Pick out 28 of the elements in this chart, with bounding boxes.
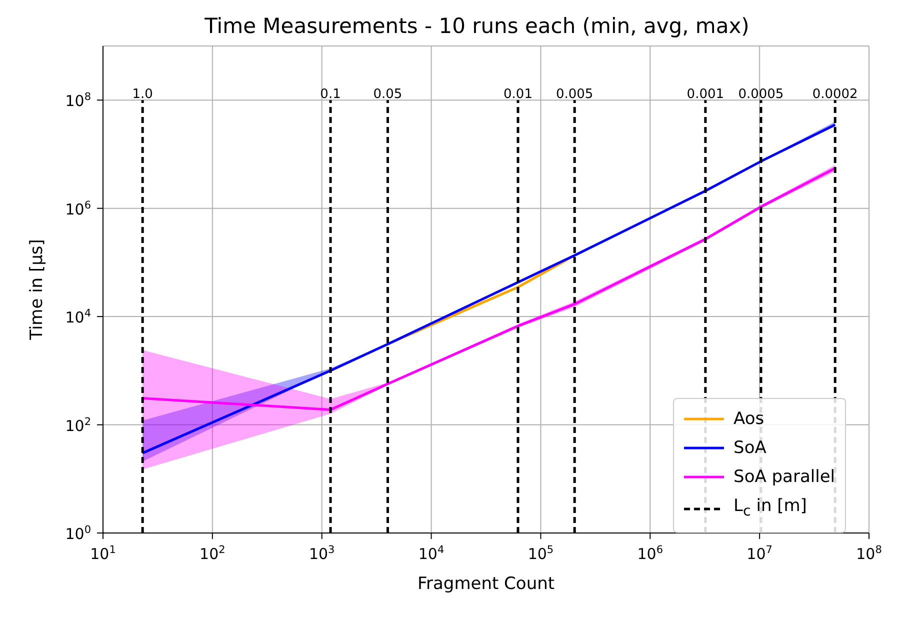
legend-label: Aos xyxy=(734,408,764,431)
annotation: 1.0 xyxy=(132,87,153,102)
annotation: 0.001 xyxy=(686,87,724,102)
x-tick-label: 10$^{5}$ xyxy=(528,544,554,563)
legend-label: SoA parallel xyxy=(734,466,835,489)
x-tick-label: 10$^{3}$ xyxy=(308,544,335,563)
annotation: 0.0002 xyxy=(812,87,858,102)
x-axis-title: Fragment Count xyxy=(417,574,555,594)
y-tick-label: 10$^{4}$ xyxy=(65,308,92,327)
annotation: 0.05 xyxy=(373,87,402,102)
y-tick-label: 10$^{2}$ xyxy=(65,416,91,435)
x-tick-label: 10$^{6}$ xyxy=(637,544,664,563)
y-axis-title: Time in [μs] xyxy=(27,239,48,341)
annotation: L$_{c}$ in [m] xyxy=(734,494,807,521)
annotation: 0.005 xyxy=(556,87,594,102)
x-tick-label: 10$^{8}$ xyxy=(856,544,882,563)
x-tick-label: 10$^{7}$ xyxy=(746,544,772,563)
x-tick-label: 10$^{4}$ xyxy=(418,544,444,563)
annotation: 0.1 xyxy=(320,87,341,102)
chart-title: Time Measurements - 10 runs each (min, avg, max) xyxy=(204,14,750,38)
annotation: 0.01 xyxy=(504,87,532,102)
annotation: 0.0005 xyxy=(738,87,784,102)
y-tick-label: 10$^{0}$ xyxy=(65,524,91,543)
y-tick-label: 10$^{6}$ xyxy=(65,199,92,218)
legend-label: SoA xyxy=(734,436,766,460)
x-tick-label: 10$^{2}$ xyxy=(200,544,226,563)
y-tick-label: 10$^{8}$ xyxy=(65,91,91,110)
x-tick-label: 10$^{1}$ xyxy=(90,544,116,563)
